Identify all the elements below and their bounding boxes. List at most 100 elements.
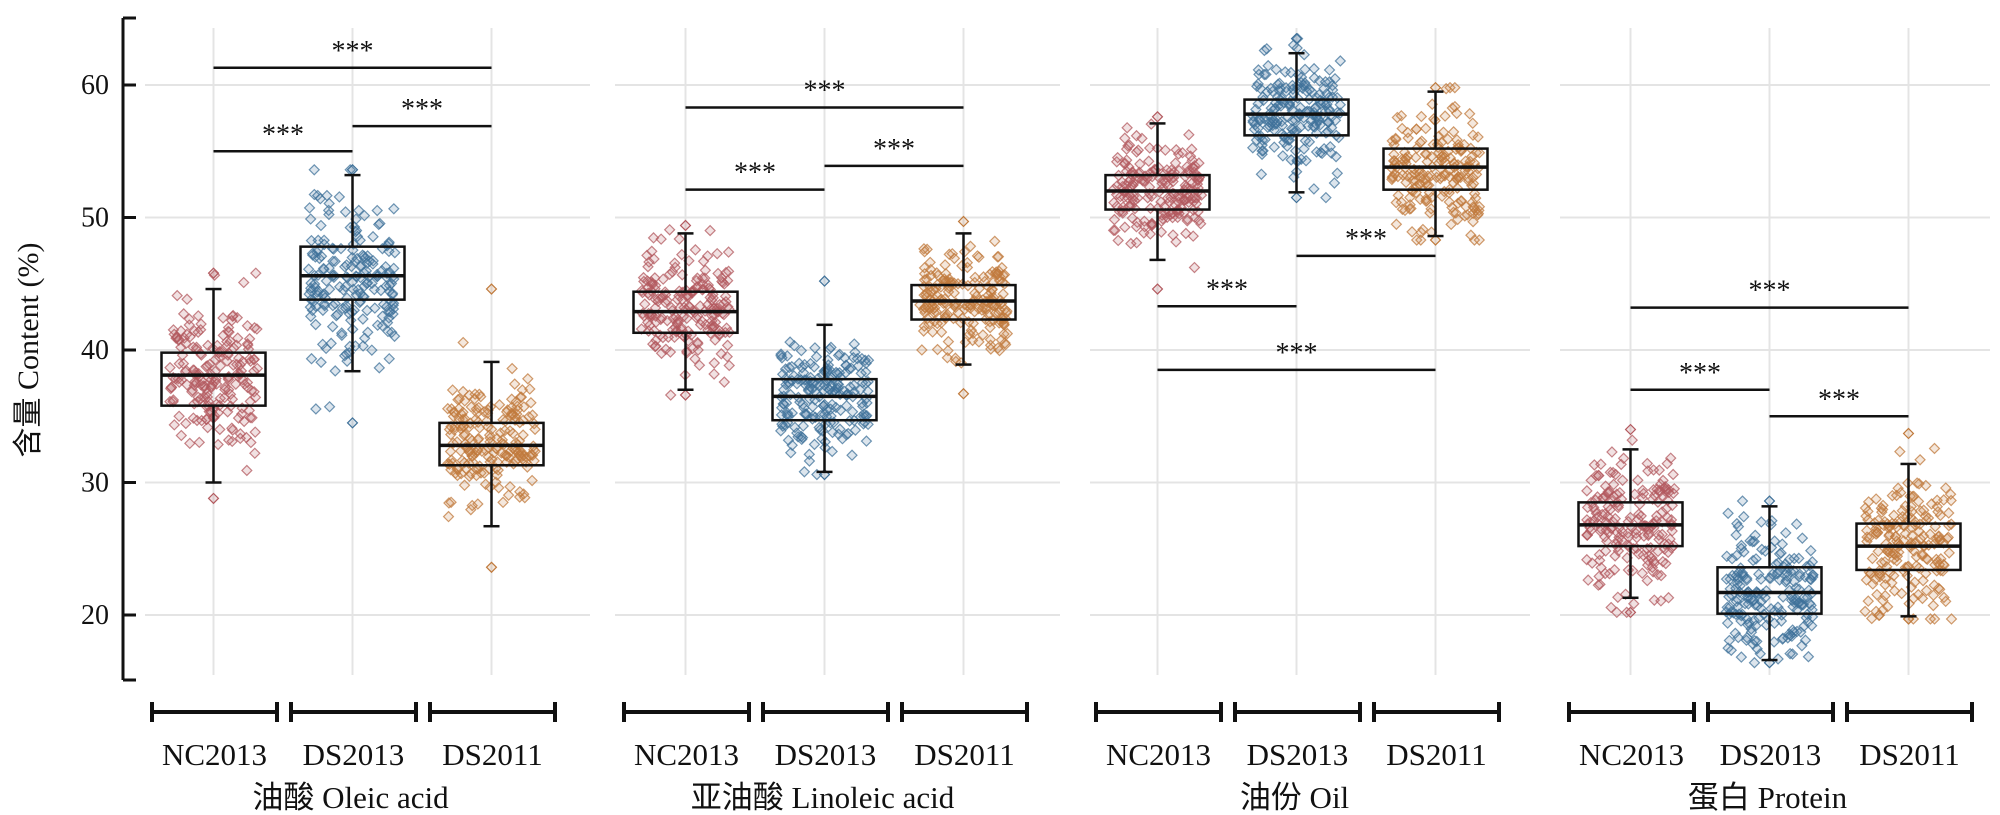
data-point xyxy=(1250,103,1262,116)
data-point xyxy=(340,259,353,271)
data-point xyxy=(1277,150,1289,162)
data-point xyxy=(1466,196,1479,209)
category-label: DS2013 xyxy=(303,737,405,772)
data-point xyxy=(935,326,948,338)
data-point xyxy=(846,405,859,418)
data-point xyxy=(1924,613,1937,625)
data-point xyxy=(479,478,492,491)
data-point xyxy=(969,287,981,299)
data-point xyxy=(358,280,370,293)
data-point xyxy=(445,463,457,476)
data-point xyxy=(367,230,379,243)
data-point xyxy=(1768,636,1780,648)
data-point xyxy=(1188,211,1201,224)
data-point xyxy=(1452,171,1465,184)
data-point xyxy=(1247,116,1259,129)
data-point xyxy=(1590,469,1602,482)
data-point xyxy=(696,272,709,285)
data-point xyxy=(1159,207,1172,220)
data-point xyxy=(1251,80,1263,93)
data-point xyxy=(1136,132,1148,145)
data-point xyxy=(1655,595,1667,607)
outlier-point xyxy=(1290,191,1303,204)
data-point xyxy=(383,312,395,324)
data-point xyxy=(697,255,710,268)
data-point xyxy=(1628,488,1641,501)
data-point xyxy=(1931,500,1944,513)
data-point xyxy=(1607,490,1620,503)
data-point xyxy=(505,409,518,421)
data-point xyxy=(1167,175,1179,188)
data-point xyxy=(329,365,342,377)
data-point xyxy=(1170,143,1183,156)
box-ds2013 xyxy=(1243,51,1350,194)
data-point xyxy=(979,302,992,315)
data-point xyxy=(483,429,496,441)
data-point xyxy=(376,264,388,277)
data-point xyxy=(523,450,536,462)
data-point xyxy=(1391,111,1404,124)
data-point xyxy=(1927,589,1940,602)
data-point xyxy=(472,401,485,414)
data-point xyxy=(1268,141,1281,153)
category-label: NC2013 xyxy=(1579,737,1684,772)
data-point xyxy=(942,335,955,348)
data-point xyxy=(1283,98,1296,111)
data-point xyxy=(1662,486,1675,499)
data-point xyxy=(1914,453,1926,466)
data-point xyxy=(655,233,667,245)
data-point xyxy=(1894,486,1907,499)
significance-label: *** xyxy=(734,158,776,189)
data-point xyxy=(1588,459,1601,471)
outlier-point xyxy=(207,267,220,279)
data-point xyxy=(1626,434,1639,446)
data-point xyxy=(1465,229,1477,242)
data-point xyxy=(1122,176,1135,188)
data-point xyxy=(1458,138,1470,151)
data-point xyxy=(1746,535,1759,548)
y-tick-label: 60 xyxy=(81,70,109,101)
data-point xyxy=(1928,442,1941,455)
data-point xyxy=(711,247,723,260)
data-point xyxy=(1735,539,1748,552)
data-point xyxy=(237,374,249,386)
data-point xyxy=(982,308,995,321)
data-point xyxy=(1268,103,1281,115)
box-ds2011 xyxy=(438,360,545,528)
data-point xyxy=(495,447,508,459)
data-point xyxy=(304,213,317,225)
data-point xyxy=(1581,485,1593,497)
outlier-point xyxy=(346,164,359,176)
data-point xyxy=(855,367,868,380)
data-point xyxy=(511,400,524,413)
data-point xyxy=(445,428,457,441)
data-point xyxy=(323,208,335,221)
data-point xyxy=(860,435,873,447)
data-point xyxy=(1324,140,1337,153)
data-point xyxy=(661,294,673,307)
data-point xyxy=(1790,582,1802,594)
data-point xyxy=(1270,63,1283,76)
data-point xyxy=(1665,514,1678,526)
data-point xyxy=(650,334,662,346)
data-point xyxy=(1119,221,1131,233)
data-point xyxy=(1735,542,1748,555)
data-point xyxy=(1162,192,1174,204)
outlier-point xyxy=(1290,32,1303,45)
data-point xyxy=(223,326,235,338)
data-point xyxy=(388,330,401,343)
data-point xyxy=(1130,129,1143,142)
data-point xyxy=(1258,44,1271,57)
data-point xyxy=(789,421,801,434)
data-point xyxy=(164,361,176,374)
data-point xyxy=(1185,143,1198,156)
data-point xyxy=(1390,218,1403,231)
data-point xyxy=(442,510,455,523)
data-point xyxy=(1632,474,1644,486)
data-point xyxy=(923,318,935,330)
data-point xyxy=(1893,546,1905,559)
data-point xyxy=(1396,169,1409,181)
data-point xyxy=(443,497,455,509)
data-point xyxy=(1612,591,1624,604)
data-point xyxy=(1602,526,1615,539)
